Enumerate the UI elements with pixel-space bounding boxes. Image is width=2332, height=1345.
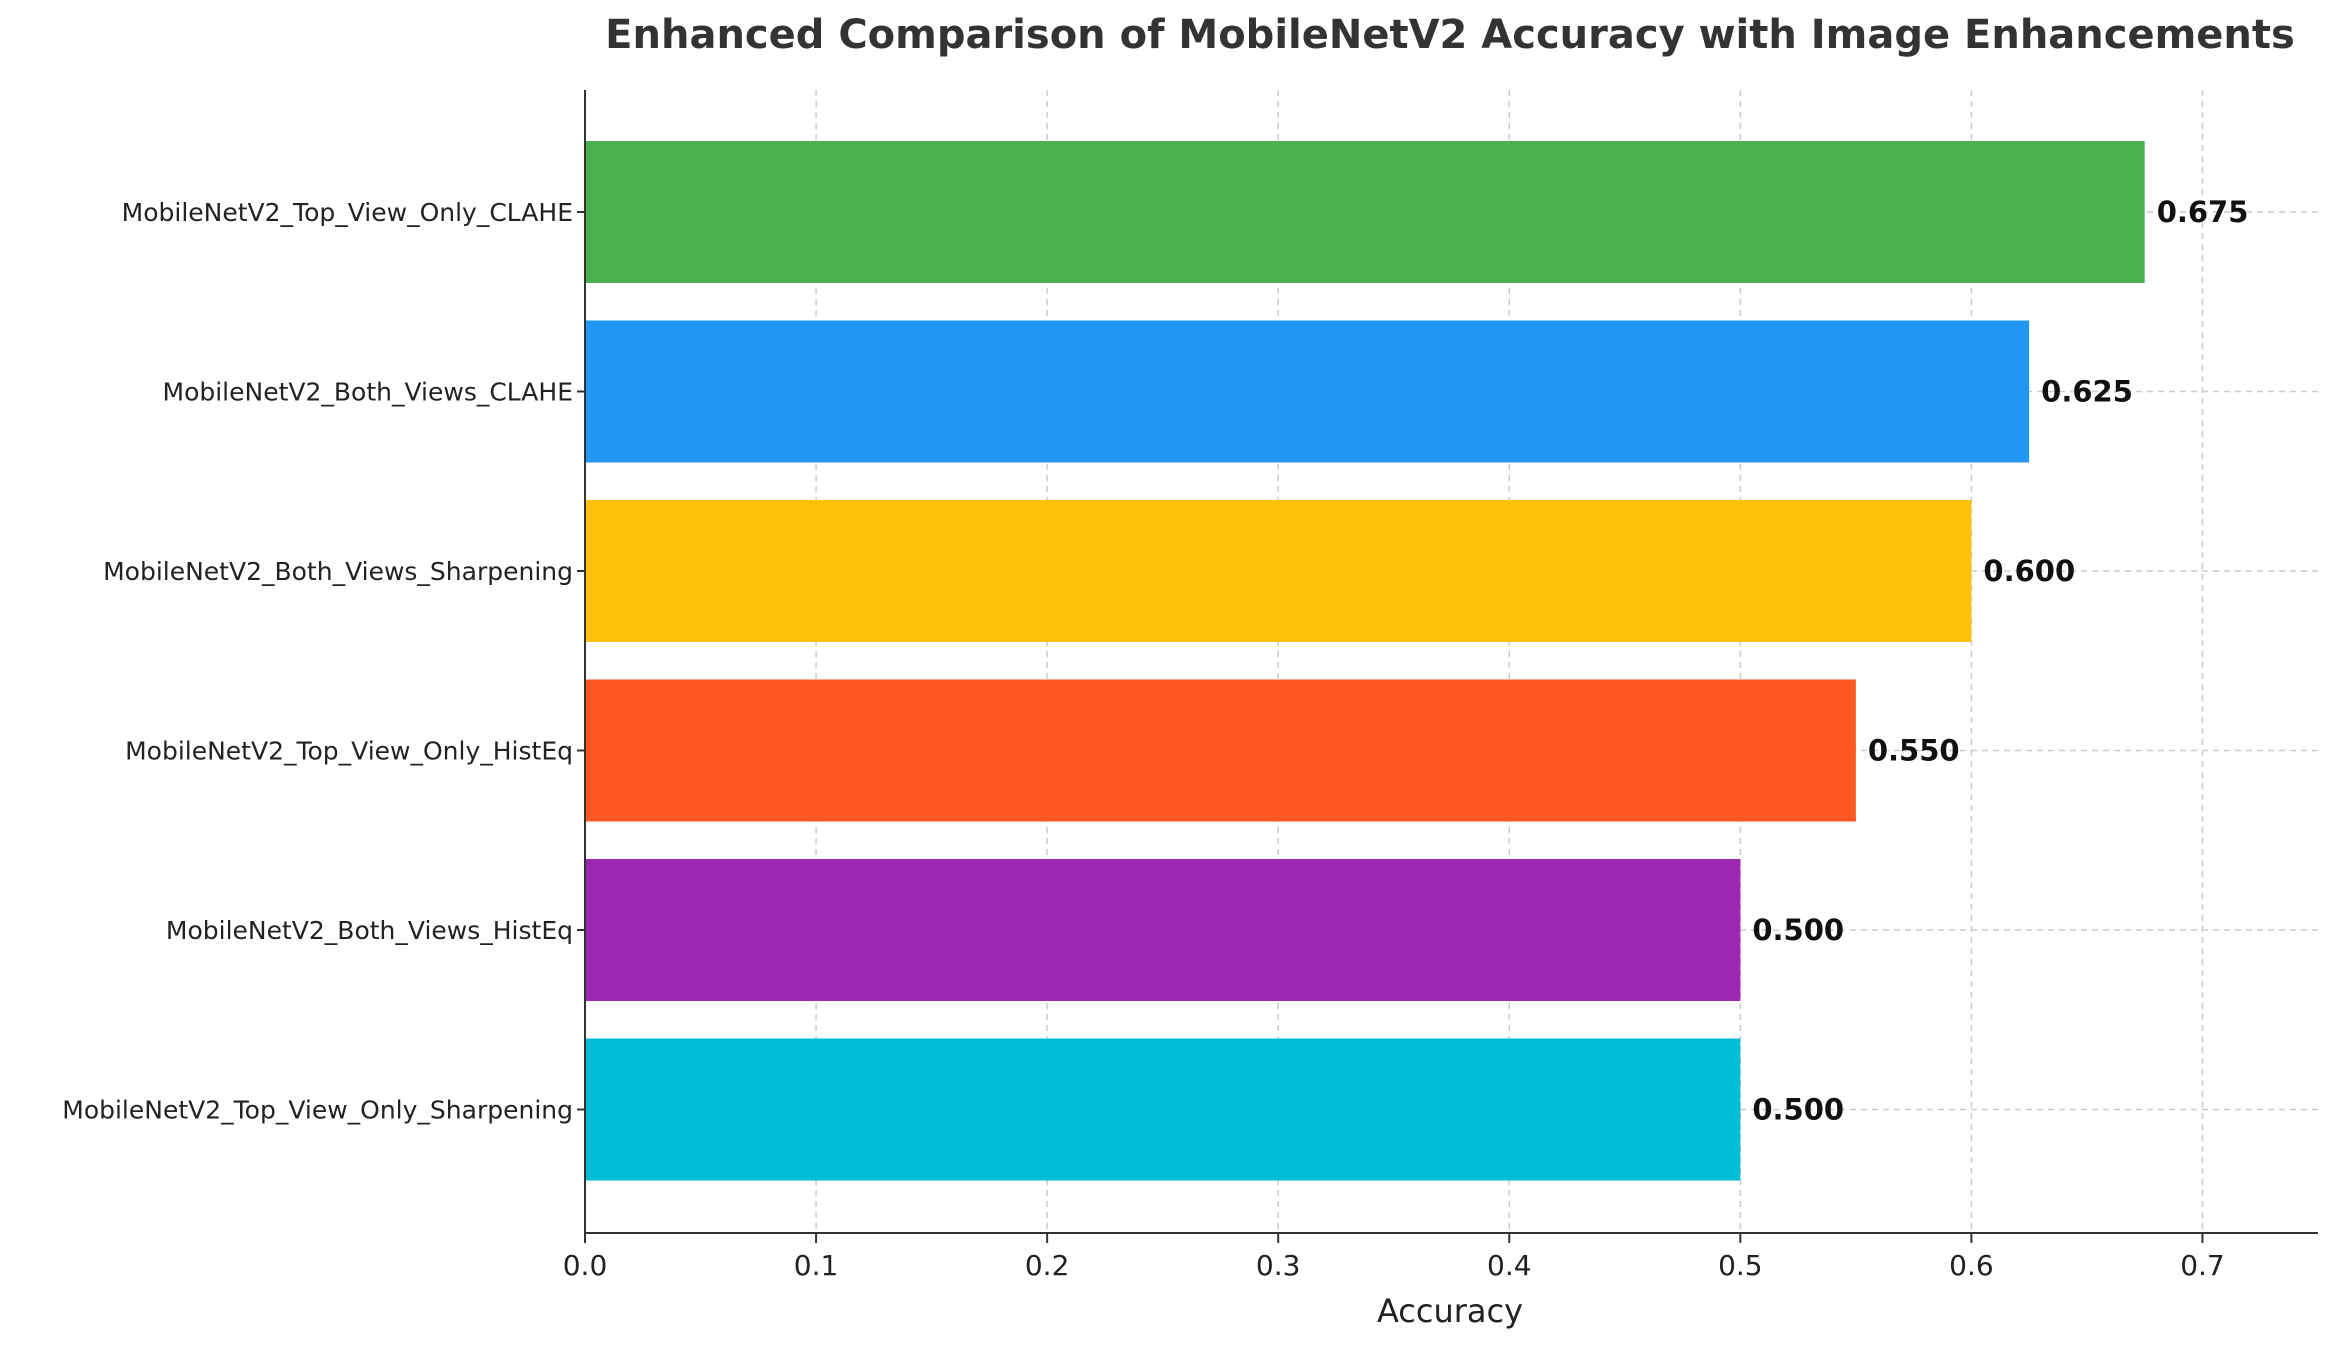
value-label: 0.625 (2041, 375, 2133, 409)
value-label: 0.550 (1868, 734, 1960, 768)
bar (585, 859, 1741, 1001)
value-label: 0.600 (1983, 554, 2075, 588)
x-tick-label: 0.6 (1949, 1249, 1994, 1282)
x-tick-label: 0.3 (1256, 1249, 1301, 1282)
x-tick-label: 0.4 (1487, 1249, 1532, 1282)
x-tick-label: 0.7 (2180, 1249, 2225, 1282)
chart-title: Enhanced Comparison of MobileNetV2 Accur… (605, 12, 2295, 58)
x-axis-label: Accuracy (1377, 1292, 1523, 1330)
axes: 0.0 0.1 0.2 0.3 0.4 0.5 0.6 0.7 MobileNetV2_Top_… (62, 90, 2318, 1282)
bar (585, 1038, 1741, 1181)
x-tick-label: 0.1 (794, 1249, 839, 1282)
x-tick-label: 0.2 (1025, 1249, 1070, 1282)
bar (585, 320, 2030, 463)
x-tick-label: 0.5 (1718, 1249, 1763, 1282)
value-label: 0.500 (1752, 1093, 1844, 1127)
bar (585, 500, 1972, 642)
value-label: 0.675 (2157, 195, 2249, 229)
category-label: MobileNetV2_Top_View_Only_Sharpening (62, 1096, 573, 1125)
category-label: MobileNetV2_Both_Views_HistEq (166, 916, 573, 945)
bar (585, 141, 2145, 283)
bar (585, 679, 1856, 822)
category-label: MobileNetV2_Top_View_Only_CLAHE (122, 198, 573, 227)
x-tick-label: 0.0 (563, 1249, 608, 1282)
bars (585, 141, 2145, 1181)
category-label: MobileNetV2_Top_View_Only_HistEq (125, 737, 573, 766)
value-label: 0.500 (1752, 913, 1844, 947)
category-label: MobileNetV2_Both_Views_CLAHE (163, 378, 574, 407)
category-label: MobileNetV2_Both_Views_Sharpening (103, 557, 573, 586)
